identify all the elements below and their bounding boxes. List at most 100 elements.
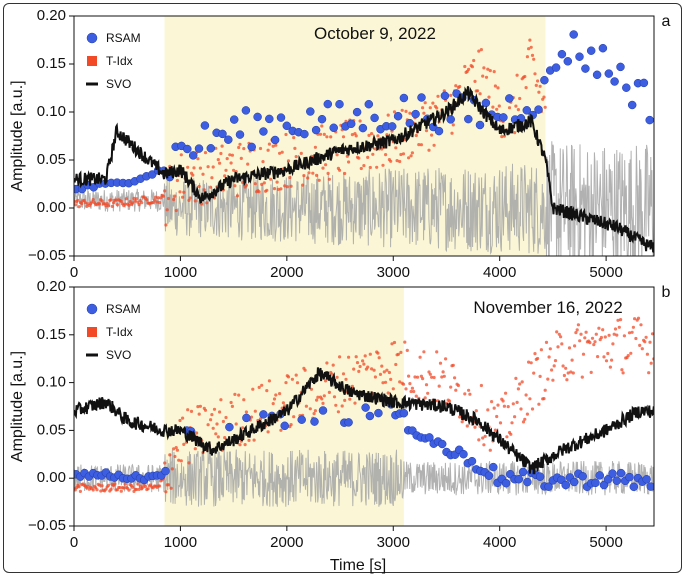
tidx-point bbox=[214, 146, 218, 150]
tidx-point bbox=[304, 404, 308, 408]
tidx-point bbox=[367, 133, 371, 137]
tidx-point bbox=[267, 379, 271, 383]
rsam-point bbox=[629, 482, 639, 492]
plot-area bbox=[74, 287, 654, 526]
tidx-point bbox=[214, 432, 218, 436]
tidx-point bbox=[340, 404, 344, 408]
tidx-point bbox=[274, 143, 278, 147]
tidx-point bbox=[579, 332, 583, 336]
tidx-point bbox=[198, 166, 202, 170]
tidx-point bbox=[530, 407, 535, 411]
tidx-point bbox=[97, 483, 102, 487]
rsam-point bbox=[280, 421, 289, 431]
tidx-point bbox=[283, 184, 287, 188]
tidx-point bbox=[538, 84, 542, 88]
tidx-point bbox=[363, 354, 367, 358]
rsam-point bbox=[242, 413, 251, 423]
tidx-point bbox=[350, 133, 354, 137]
rsam-point bbox=[464, 114, 473, 124]
tidx-point bbox=[216, 435, 220, 439]
tidx-point bbox=[502, 404, 506, 408]
tidx-point bbox=[513, 415, 517, 419]
tidx-point bbox=[119, 199, 123, 203]
tidx-point bbox=[463, 392, 467, 396]
tidx-point bbox=[224, 415, 228, 420]
tidx-point bbox=[178, 418, 182, 423]
tidx-point bbox=[381, 163, 385, 167]
tidx-point bbox=[386, 113, 390, 117]
tidx-point bbox=[511, 402, 515, 406]
tidx-point bbox=[260, 383, 264, 387]
tidx-point bbox=[326, 171, 330, 175]
rsam-point bbox=[540, 75, 549, 85]
tidx-point bbox=[491, 105, 495, 109]
tidx-point bbox=[548, 347, 552, 351]
tidx-point bbox=[529, 45, 533, 49]
tidx-point bbox=[347, 160, 351, 164]
tidx-point bbox=[195, 431, 199, 435]
tidx-point bbox=[306, 176, 310, 180]
tidx-point bbox=[523, 74, 527, 79]
y-axis-label: Amplitude [a.u.] bbox=[9, 80, 26, 191]
tidx-point bbox=[476, 89, 480, 93]
tidx-point bbox=[607, 333, 611, 337]
tidx-point bbox=[124, 197, 128, 201]
tidx-point bbox=[197, 412, 201, 416]
tidx-point bbox=[203, 151, 208, 155]
tidx-point bbox=[528, 397, 532, 401]
tidx-point bbox=[536, 356, 540, 361]
tidx-point bbox=[123, 482, 127, 486]
rsam-point bbox=[581, 64, 590, 73]
tidx-point bbox=[205, 201, 209, 205]
tidx-point bbox=[286, 159, 291, 163]
rsam-point bbox=[297, 415, 306, 424]
rsam-point bbox=[467, 456, 477, 466]
tidx-point bbox=[170, 467, 174, 471]
rsam-point bbox=[489, 462, 498, 472]
tidx-point bbox=[449, 93, 453, 97]
tidx-point bbox=[596, 355, 600, 359]
tidx-point bbox=[533, 352, 537, 356]
rsam-point bbox=[608, 469, 617, 478]
tidx-point bbox=[206, 423, 210, 427]
tidx-point bbox=[504, 391, 508, 395]
tidx-point bbox=[332, 395, 337, 399]
tidx-point bbox=[209, 185, 213, 189]
tidx-point bbox=[422, 111, 426, 115]
tidx-point bbox=[252, 438, 256, 442]
y-tick-label: 0.00 bbox=[37, 469, 66, 486]
tidx-point bbox=[606, 351, 610, 356]
tidx-point bbox=[521, 420, 526, 424]
tidx-point bbox=[392, 340, 397, 345]
tidx-point bbox=[308, 407, 312, 411]
tidx-point bbox=[85, 204, 89, 208]
raw-seismic-trace bbox=[74, 141, 654, 256]
tidx-point bbox=[550, 368, 554, 372]
tidx-point bbox=[478, 92, 482, 96]
tidx-point bbox=[597, 326, 601, 330]
tidx-point bbox=[278, 392, 282, 396]
tidx-point bbox=[104, 487, 108, 491]
rsam-point bbox=[557, 49, 567, 59]
tidx-point bbox=[271, 144, 275, 148]
tidx-point bbox=[106, 204, 111, 208]
rsam-point bbox=[282, 121, 292, 131]
tidx-point bbox=[261, 160, 265, 164]
rsam-point bbox=[459, 449, 468, 459]
tidx-point bbox=[241, 426, 245, 430]
tidx-point bbox=[477, 438, 481, 442]
tidx-point bbox=[474, 409, 478, 413]
tidx-point bbox=[158, 201, 162, 205]
series-tidx bbox=[74, 38, 547, 227]
rsam-point bbox=[411, 109, 420, 119]
tidx-point bbox=[196, 157, 200, 161]
panel-a: 0 1000 2000 3000 4000 5000 −0.05 0.00 0.05 0.10 0.… bbox=[9, 7, 671, 281]
tidx-point bbox=[154, 195, 158, 199]
tidx-point bbox=[295, 381, 300, 385]
tidx-point bbox=[269, 177, 273, 181]
tidx-point bbox=[234, 422, 238, 426]
tidx-point bbox=[279, 187, 283, 191]
tidx-point bbox=[315, 173, 319, 177]
tidx-point bbox=[215, 422, 219, 426]
